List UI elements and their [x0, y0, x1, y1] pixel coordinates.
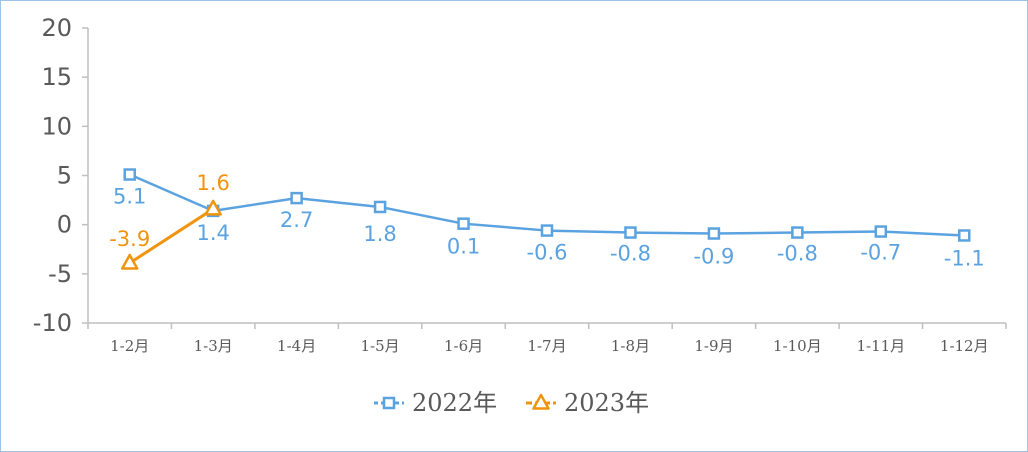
y-tick-label: 10: [41, 112, 72, 140]
data-label: 0.1: [447, 235, 480, 259]
y-tick-label: 20: [41, 14, 72, 42]
data-point-marker: [958, 229, 971, 242]
legend-label: 2023年: [564, 389, 649, 417]
x-tick-label: 1-6月: [444, 337, 483, 355]
data-point-marker: [791, 226, 804, 239]
legend-marker: [532, 393, 550, 410]
y-tick-label: 0: [57, 211, 72, 239]
x-axis-ticks: 1-2月 1-3月 1-4月 1-5月 1-6月 1-7月 1-8月 1-9月 1-10月 1-1…: [87, 323, 1007, 355]
legend-label: 2022年: [412, 389, 497, 417]
data-label: -0.9: [693, 245, 734, 269]
legend-item: 2023年: [526, 389, 649, 417]
x-tick-label: 1-8月: [611, 337, 650, 355]
x-tick-label: 1-2月: [110, 337, 149, 355]
y-tick-label: 15: [41, 63, 72, 91]
data-label: 2.7: [280, 208, 313, 232]
data-label: 1.8: [363, 222, 396, 246]
data-label: 1.6: [196, 171, 229, 195]
data-label: -0.6: [527, 241, 568, 265]
y-tick-label: -5: [48, 260, 72, 288]
data-label: -0.8: [610, 242, 651, 266]
x-tick-label: 1-9月: [694, 337, 733, 355]
data-point-marker: [290, 191, 303, 205]
series-line-2023年: [128, 207, 214, 265]
x-tick-label: 1-3月: [194, 337, 233, 355]
data-label: -0.8: [777, 242, 818, 266]
data-point-marker: [540, 224, 554, 237]
x-tick-label: 1-7月: [527, 337, 566, 355]
legend: 2022年 2023年: [374, 389, 649, 417]
data-label: -3.9: [109, 227, 150, 251]
data-label: -1.1: [944, 246, 985, 270]
data-point-marker: [373, 200, 387, 214]
data-point-marker: [123, 168, 136, 181]
data-point-marker: [874, 225, 888, 238]
data-label: -0.7: [860, 241, 901, 265]
x-tick-label: 1-4月: [277, 337, 316, 355]
x-tick-label: 1-5月: [361, 337, 400, 355]
x-tick-label: 1-10月: [773, 337, 822, 355]
y-axis-ticks: 20 15 10 5 0 -5 -10: [33, 14, 88, 337]
data-point-marker: [624, 226, 637, 239]
data-point-marker: [457, 217, 470, 230]
series-markers: [120, 168, 971, 270]
data-label: 1.4: [196, 221, 229, 245]
legend-marker: [382, 396, 396, 410]
legend-item: 2022年: [374, 389, 497, 417]
y-tick-label: 5: [57, 162, 72, 190]
data-point-marker: [120, 253, 139, 270]
x-tick-label: 1-12月: [940, 337, 989, 355]
x-tick-label: 1-11月: [856, 337, 905, 355]
data-point-marker: [204, 199, 222, 216]
y-tick-label: -10: [33, 309, 72, 337]
data-point-marker: [707, 227, 721, 240]
data-label: 5.1: [113, 185, 146, 209]
data-labels: 5.1 1.4 2.7 1.8 0.1 -0.6 -0.8 -0.9 -0.8 -0.7 -1.1 -…: [109, 171, 985, 271]
